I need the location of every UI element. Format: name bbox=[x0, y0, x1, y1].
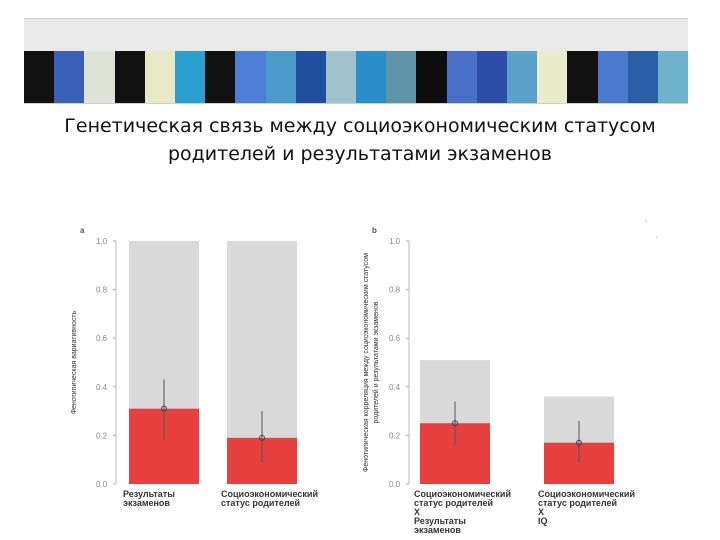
slide-title-line-1: Генетическая связь между социоэкономичес… bbox=[64, 115, 656, 137]
chart-a-y-tick-label: 0.4 bbox=[96, 383, 108, 392]
stray-mark-2 bbox=[655, 236, 658, 239]
banner-block bbox=[295, 51, 326, 103]
chart-b-y-axis-label: Фенотипическая корреляция между социоэко… bbox=[363, 253, 370, 472]
chart-a-y-tick-label: 0.2 bbox=[96, 431, 108, 440]
chart-b-background bbox=[362, 216, 662, 534]
banner-block bbox=[24, 51, 55, 103]
banner-block bbox=[54, 51, 85, 103]
banner-block bbox=[416, 51, 447, 103]
chart-b-y-axis-label: родителей и результатами экзаменов bbox=[372, 301, 380, 423]
banner-color-strip bbox=[24, 51, 689, 103]
banner-block bbox=[507, 51, 538, 103]
chart-a-category-label: Социоэкономический bbox=[221, 489, 318, 499]
chart-b-y-tick-label: 0.8 bbox=[389, 286, 401, 295]
chart-a-background bbox=[72, 216, 352, 534]
chart-b-category-label: Социоэкономический bbox=[538, 489, 635, 499]
chart-a-y-axis-label: Фенотипическая вариативность bbox=[71, 310, 78, 414]
banner-block bbox=[597, 51, 628, 103]
chart-b-category-label: Социоэкономический bbox=[414, 489, 511, 499]
chart-b-y-tick-label: 0.2 bbox=[389, 431, 401, 440]
chart-b-category-label: X bbox=[538, 507, 544, 517]
banner-block bbox=[265, 51, 296, 103]
banner-block bbox=[114, 51, 145, 103]
banner-block bbox=[235, 51, 266, 103]
chart-a-panel-letter: a bbox=[80, 226, 85, 235]
chart-b-category-label: статус родителей bbox=[414, 498, 493, 508]
chart-b-category-label: X bbox=[414, 507, 420, 517]
chart-b-point-estimate bbox=[576, 439, 582, 446]
chart-a-category-label: статус родителей bbox=[221, 498, 300, 508]
banner-block bbox=[84, 51, 115, 103]
banner-block bbox=[627, 51, 658, 103]
chart-b-point-estimate bbox=[452, 420, 458, 427]
chart-b-category-label: статус родителей bbox=[538, 498, 617, 508]
chart-a-y-tick-label: 0.6 bbox=[96, 334, 108, 343]
chart-a-y-tick-label: 1.0 bbox=[96, 237, 108, 246]
decorative-banner bbox=[24, 18, 689, 104]
banner-block bbox=[567, 51, 598, 103]
banner-block bbox=[325, 51, 357, 103]
slide-title: Генетическая связь между социоэкономичес… bbox=[20, 112, 700, 168]
chart-b-y-tick-label: 0.4 bbox=[389, 383, 401, 392]
chart-b-y-tick-label: 1.0 bbox=[389, 237, 401, 246]
banner-block bbox=[537, 51, 568, 103]
chart-b-panel-letter: b bbox=[372, 226, 377, 235]
banner-block bbox=[446, 51, 477, 103]
chart-b-category-label: Результаты bbox=[414, 516, 466, 526]
banner-block bbox=[657, 51, 689, 103]
chart-a-y-tick-label: 0.0 bbox=[96, 480, 108, 489]
chart-a-category-label: Результаты bbox=[123, 489, 175, 499]
slide-title-line-2: родителей и результатами экзаменов bbox=[167, 143, 553, 165]
chart-a-point-estimate bbox=[259, 434, 265, 441]
banner-block bbox=[356, 51, 387, 103]
chart-a-y-tick-label: 0.8 bbox=[96, 286, 108, 295]
chart-a-category-label: экзаменов bbox=[123, 498, 170, 508]
chart-b-category-label: экзаменов bbox=[414, 525, 461, 535]
banner-block bbox=[205, 51, 236, 103]
banner-block bbox=[476, 51, 507, 103]
chart-a-point-estimate bbox=[161, 405, 167, 412]
banner-block bbox=[386, 51, 417, 103]
chart-b-y-tick-label: 0.6 bbox=[389, 334, 401, 343]
chart-b-category-label: IQ bbox=[538, 516, 548, 526]
banner-block bbox=[144, 51, 175, 103]
chart-b-y-tick-label: 0.0 bbox=[389, 480, 401, 489]
banner-block bbox=[174, 51, 206, 103]
